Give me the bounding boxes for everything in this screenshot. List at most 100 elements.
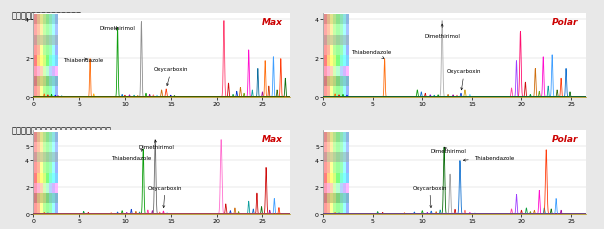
Bar — [330, 132, 333, 142]
Bar — [56, 76, 59, 87]
Bar — [339, 25, 342, 35]
Bar — [34, 153, 37, 163]
Bar — [43, 87, 46, 97]
Bar — [327, 35, 330, 46]
Bar — [327, 15, 330, 25]
Bar — [37, 183, 40, 193]
Bar — [34, 66, 37, 76]
Bar — [345, 153, 349, 163]
Bar — [50, 183, 53, 193]
Bar — [53, 87, 56, 97]
Bar — [40, 46, 43, 56]
Bar — [53, 183, 56, 193]
Bar — [339, 56, 342, 66]
Bar — [40, 76, 43, 87]
Bar — [345, 56, 349, 66]
Bar — [336, 15, 339, 25]
Bar — [50, 76, 53, 87]
Bar — [34, 193, 37, 204]
Bar — [336, 25, 339, 35]
Bar — [333, 173, 336, 183]
Bar — [53, 56, 56, 66]
Bar — [34, 35, 37, 46]
Bar — [43, 193, 46, 204]
Bar — [336, 66, 339, 76]
Bar — [324, 142, 327, 153]
Bar — [336, 173, 339, 183]
Bar — [339, 76, 342, 87]
Bar — [327, 132, 330, 142]
Text: Oxycarboxin: Oxycarboxin — [154, 67, 188, 86]
Bar — [342, 56, 345, 66]
Bar — [53, 193, 56, 204]
Bar — [46, 193, 50, 204]
Text: Max: Max — [262, 18, 282, 27]
Text: Dimethirimol: Dimethirimol — [99, 26, 135, 31]
Bar — [324, 35, 327, 46]
Bar — [345, 132, 349, 142]
Bar — [327, 76, 330, 87]
Bar — [34, 173, 37, 183]
Bar — [56, 193, 59, 204]
Bar — [327, 25, 330, 35]
Bar — [330, 15, 333, 25]
Bar — [40, 173, 43, 183]
Bar — [53, 204, 56, 214]
Bar — [43, 153, 46, 163]
Bar — [345, 66, 349, 76]
Bar — [56, 153, 59, 163]
Bar — [43, 204, 46, 214]
Bar — [342, 87, 345, 97]
Bar — [34, 142, 37, 153]
Bar — [345, 163, 349, 173]
Bar — [327, 56, 330, 66]
Bar — [50, 173, 53, 183]
Bar — [342, 204, 345, 214]
Bar — [333, 153, 336, 163]
Bar — [336, 35, 339, 46]
Bar — [46, 132, 50, 142]
Bar — [342, 183, 345, 193]
Bar — [37, 132, 40, 142]
Bar — [46, 163, 50, 173]
Bar — [37, 87, 40, 97]
Bar — [339, 173, 342, 183]
Text: Oxycarboxin: Oxycarboxin — [413, 185, 447, 208]
Bar — [56, 35, 59, 46]
Bar — [43, 173, 46, 183]
Bar — [327, 193, 330, 204]
Bar — [339, 204, 342, 214]
Bar — [324, 193, 327, 204]
Bar — [330, 46, 333, 56]
Bar — [336, 56, 339, 66]
Bar — [37, 15, 40, 25]
Text: Thiabendazole: Thiabendazole — [63, 57, 103, 62]
Bar — [56, 25, 59, 35]
Bar — [330, 56, 333, 66]
Bar — [330, 204, 333, 214]
Bar — [342, 142, 345, 153]
Bar — [336, 204, 339, 214]
Bar — [345, 46, 349, 56]
Text: Thiabendazole: Thiabendazole — [463, 155, 514, 161]
Bar — [46, 142, 50, 153]
Bar — [330, 76, 333, 87]
Bar — [342, 163, 345, 173]
Bar — [336, 132, 339, 142]
Bar — [345, 25, 349, 35]
Bar — [342, 46, 345, 56]
Bar — [34, 163, 37, 173]
Bar — [342, 25, 345, 35]
Bar — [324, 87, 327, 97]
Bar — [40, 66, 43, 76]
Bar — [37, 66, 40, 76]
Bar — [53, 173, 56, 183]
Text: 移動相：ぎ酸／アセトニトリル: 移動相：ぎ酸／アセトニトリル — [12, 11, 82, 20]
Bar — [324, 163, 327, 173]
Text: Thiabendazole: Thiabendazole — [351, 50, 391, 59]
Bar — [327, 153, 330, 163]
Bar — [50, 25, 53, 35]
Bar — [43, 56, 46, 66]
Bar — [345, 204, 349, 214]
Bar — [330, 142, 333, 153]
